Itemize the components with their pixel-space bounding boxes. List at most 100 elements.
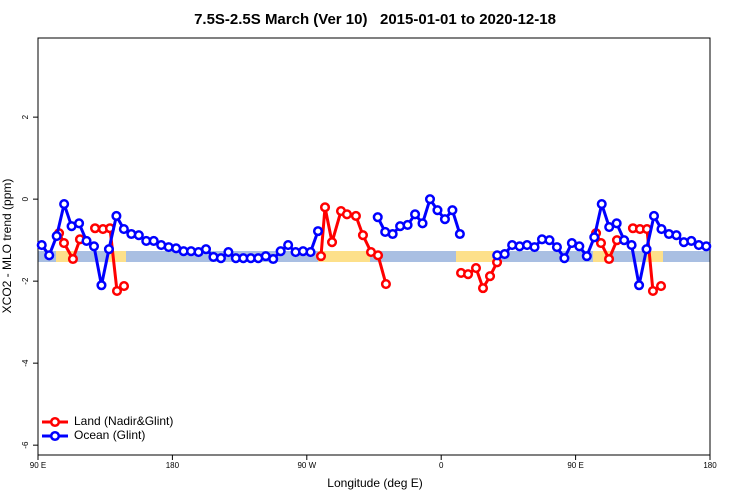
data-point	[58, 237, 70, 249]
data-point	[589, 232, 600, 243]
land-band	[108, 251, 126, 262]
y-tick-label: -6	[21, 441, 30, 449]
x-tick-label: 90 E	[567, 461, 583, 470]
data-point	[499, 249, 510, 260]
data-point	[118, 224, 129, 235]
data-point	[686, 235, 697, 247]
data-point	[551, 242, 562, 253]
data-point	[111, 285, 123, 297]
data-point	[417, 218, 428, 229]
data-point	[275, 246, 286, 257]
x-tick-label: 90 E	[30, 461, 46, 470]
x-tick-label: 180	[166, 461, 180, 470]
data-point	[283, 240, 294, 251]
y-tick-label: -4	[21, 359, 30, 367]
land-band	[456, 251, 500, 262]
data-point	[268, 253, 279, 265]
data-point	[200, 244, 212, 255]
data-point	[559, 253, 570, 264]
data-point	[581, 251, 592, 262]
plot-frame	[37, 37, 711, 456]
data-point	[387, 228, 398, 240]
data-point	[133, 230, 144, 241]
data-point	[574, 241, 585, 252]
data-point	[484, 271, 496, 282]
data-point	[454, 228, 465, 240]
data-point	[305, 246, 316, 258]
data-point	[118, 281, 130, 292]
data-point	[350, 210, 361, 222]
data-point	[655, 281, 667, 292]
data-point	[701, 241, 712, 252]
data-point	[96, 280, 107, 291]
land-band	[56, 251, 76, 262]
data-point	[626, 240, 637, 251]
land-band	[318, 251, 370, 262]
data-point	[67, 253, 78, 265]
data-point	[223, 246, 234, 258]
x-tick-label: 180	[703, 461, 717, 470]
x-tick-label: 0	[439, 461, 444, 470]
data-point	[51, 230, 62, 242]
data-point	[148, 235, 159, 247]
data-point	[319, 202, 331, 213]
data-point	[89, 223, 101, 234]
data-point	[402, 219, 413, 231]
data-point	[326, 237, 338, 248]
data-point	[611, 218, 622, 229]
data-point	[81, 235, 92, 247]
data-point	[315, 251, 327, 262]
y-tick-label: 0	[21, 196, 30, 201]
data-point	[215, 253, 226, 264]
series	[54, 202, 667, 297]
legend-marker	[49, 416, 61, 428]
data-point	[604, 221, 615, 233]
data-point	[641, 244, 652, 255]
data-point	[111, 210, 122, 222]
data-point	[432, 205, 443, 216]
data-point	[312, 226, 324, 237]
x-axis-label: Longitude (deg E)	[327, 476, 422, 490]
data-point	[59, 199, 70, 210]
legend-label: Ocean (Glint)	[74, 428, 145, 442]
data-point	[671, 230, 682, 241]
data-point	[103, 244, 114, 255]
data-point	[341, 209, 353, 220]
y-tick-label: 2	[21, 114, 30, 119]
data-point	[36, 240, 47, 251]
data-point	[424, 194, 436, 205]
x-tick-label: 90 W	[297, 461, 316, 470]
data-point	[595, 237, 607, 249]
data-point	[529, 242, 540, 253]
data-point	[647, 285, 659, 297]
data-point	[470, 262, 482, 274]
data-point	[656, 224, 667, 235]
data-point	[74, 218, 85, 229]
data-point	[372, 212, 383, 223]
data-point	[596, 199, 607, 210]
legend-marker	[49, 430, 61, 442]
data-point	[648, 210, 660, 222]
land-band	[593, 251, 613, 262]
data-point	[447, 205, 458, 216]
chart-title: 7.5S-2.5S March (Ver 10) 2015-01-01 to 2…	[194, 11, 556, 28]
land-band	[645, 251, 663, 262]
series	[36, 194, 712, 291]
data-point	[410, 209, 421, 220]
data-point	[463, 269, 474, 280]
data-point	[477, 283, 489, 294]
data-point	[88, 241, 100, 252]
legend-label: Land (Nadir&Glint)	[74, 414, 173, 428]
data-point	[372, 250, 384, 261]
y-axis-label: XCO2 - MLO trend (ppm)	[0, 179, 14, 314]
data-point	[44, 250, 55, 261]
y-tick-label: -2	[21, 277, 30, 285]
data-point	[634, 280, 645, 291]
series-line	[57, 205, 662, 293]
data-point	[357, 230, 368, 241]
data-point	[619, 235, 630, 246]
data-point	[544, 235, 555, 246]
data-point	[439, 214, 450, 225]
